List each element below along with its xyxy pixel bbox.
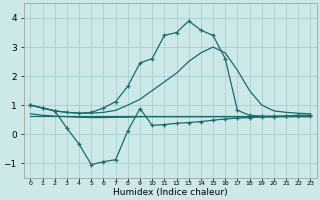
X-axis label: Humidex (Indice chaleur): Humidex (Indice chaleur): [113, 188, 228, 197]
